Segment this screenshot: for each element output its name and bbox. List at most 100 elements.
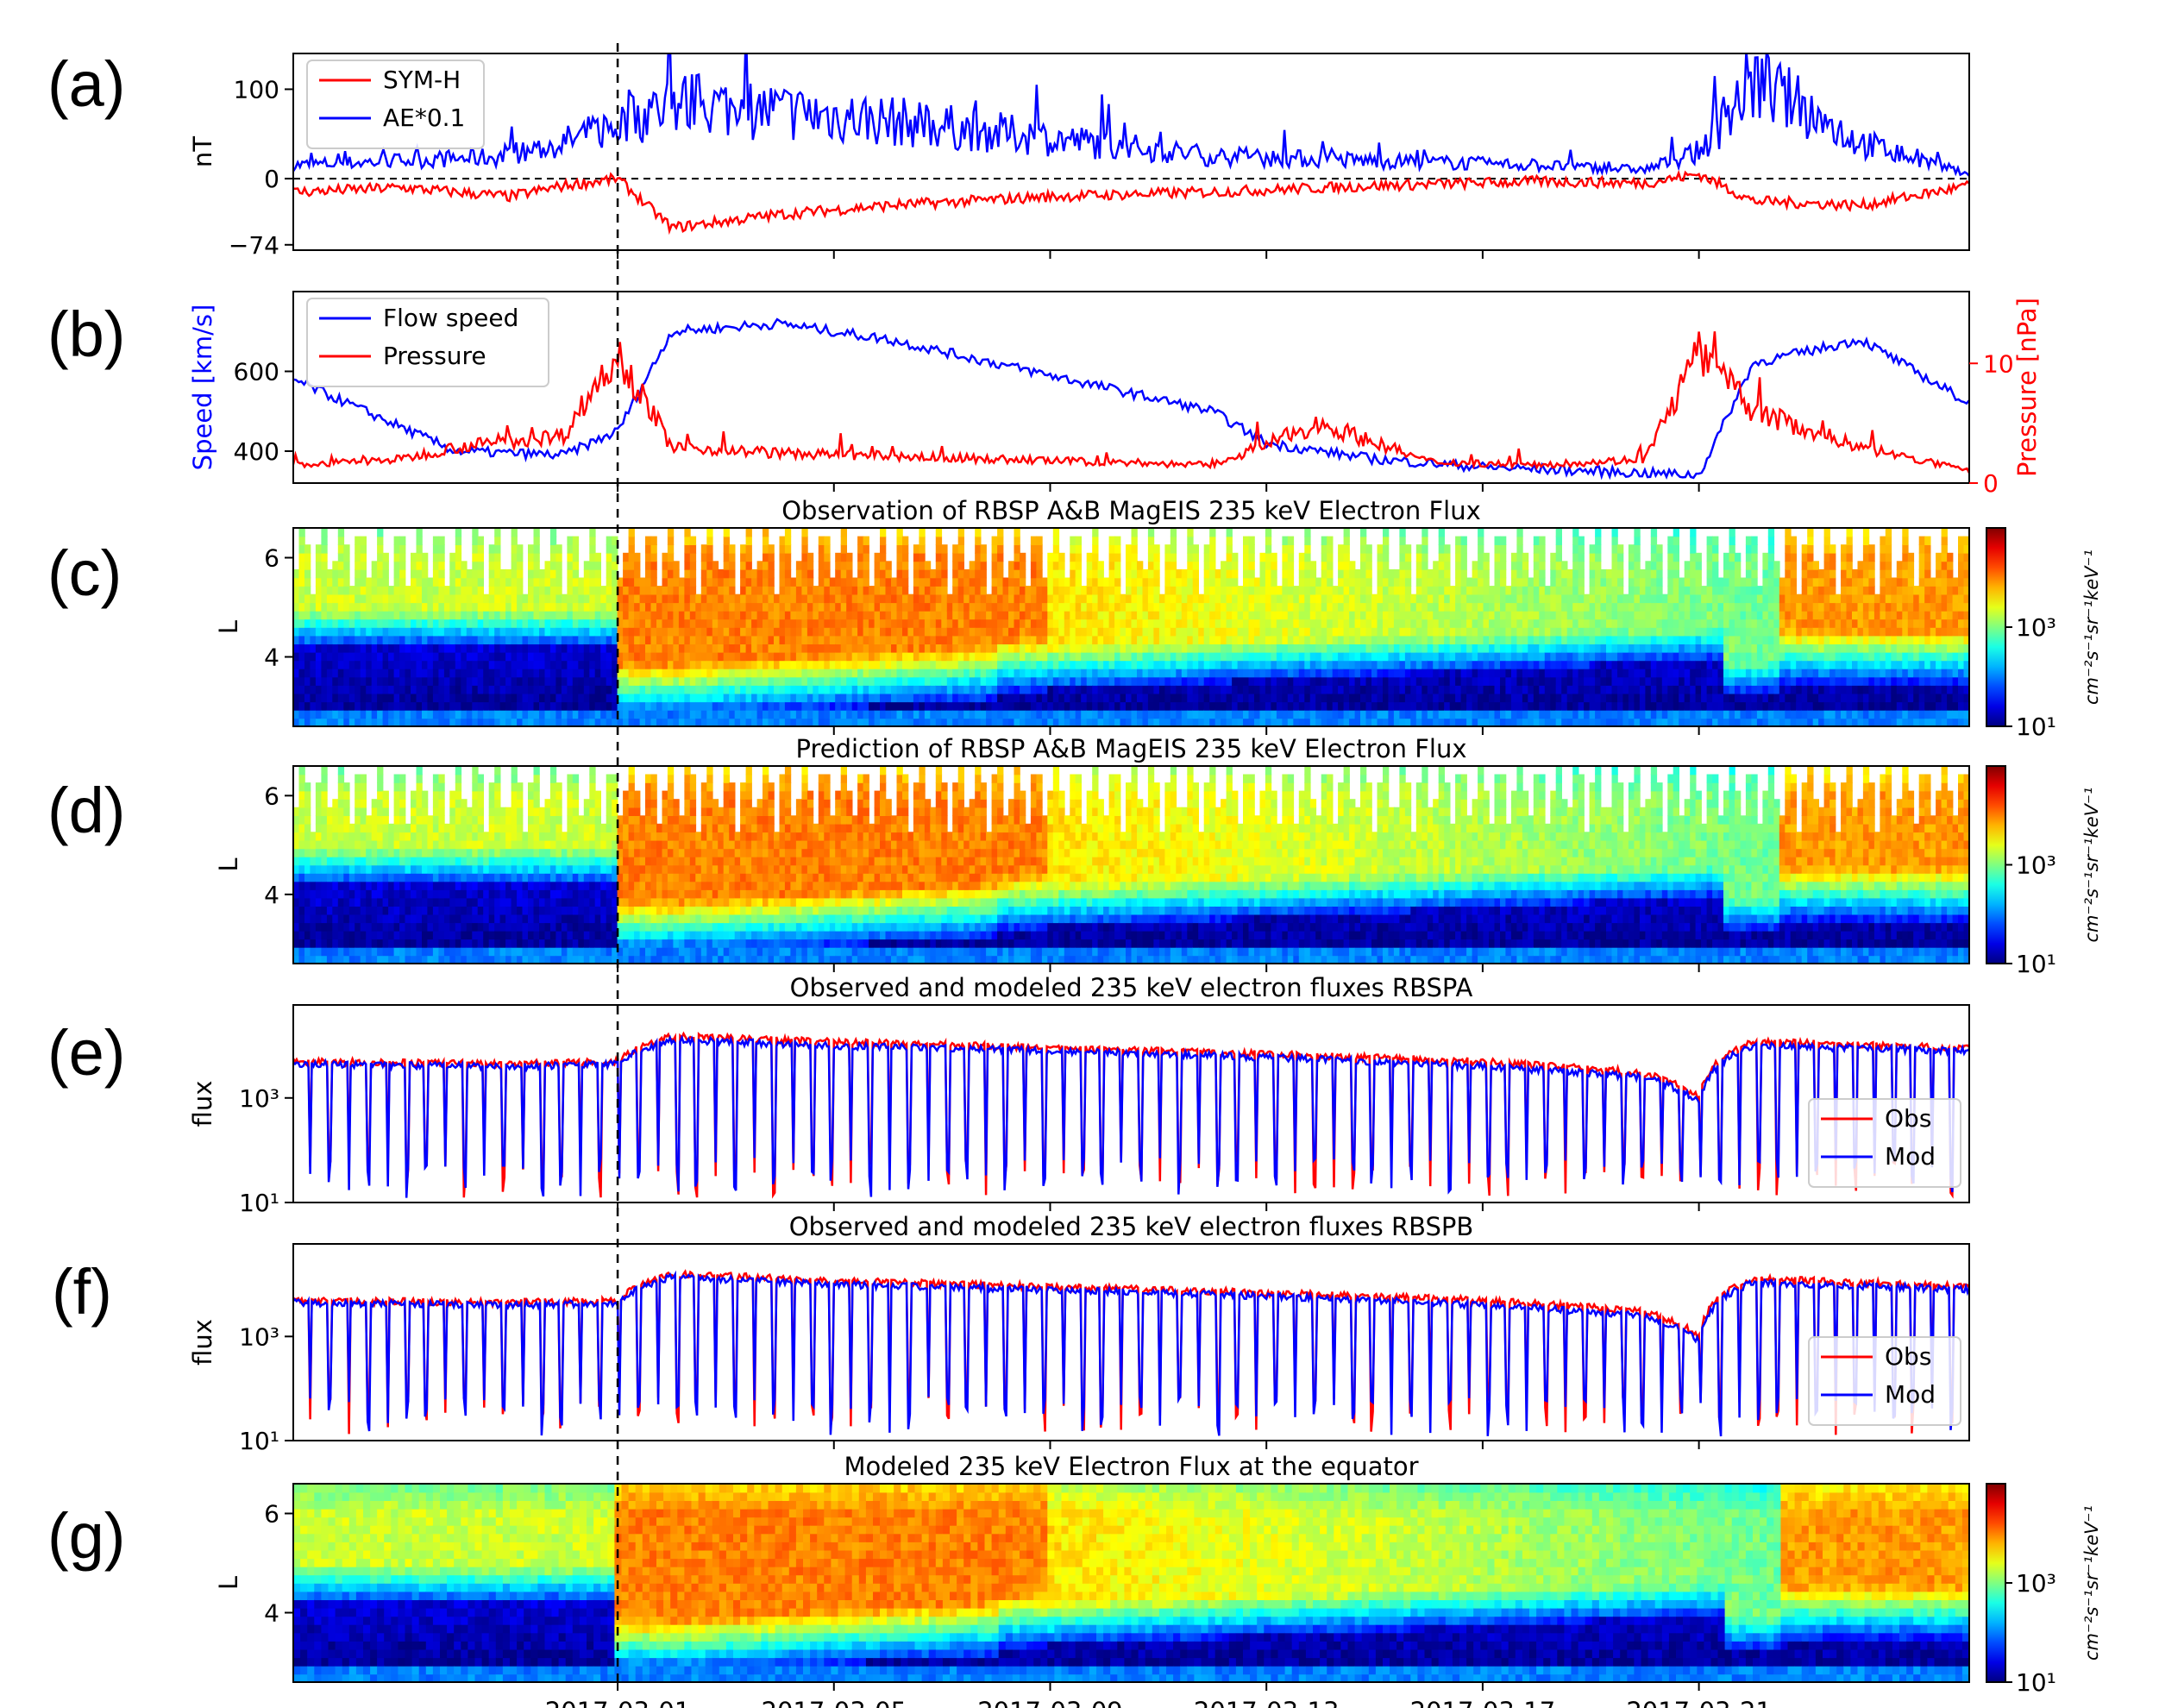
heatmap-cell: [700, 602, 708, 612]
heatmap-cell: [1327, 644, 1334, 653]
heatmap-cell: [1114, 718, 1121, 726]
heatmap-cell: [1460, 644, 1467, 653]
heatmap-cell: [1321, 568, 1327, 579]
heatmap-cell: [1108, 602, 1115, 612]
heatmap-cell: [1338, 668, 1345, 678]
heatmap-cell: [712, 610, 719, 620]
heatmap-cell: [829, 602, 837, 612]
heatmap-cell: [818, 644, 825, 653]
heatmap-cell: [539, 593, 546, 604]
heatmap-cell: [1187, 635, 1194, 644]
heatmap-cell: [461, 568, 468, 579]
heatmap-cell: [740, 660, 747, 669]
heatmap-cell: [416, 561, 423, 570]
heatmap-cell: [1572, 718, 1579, 726]
heatmap-cell: [472, 644, 479, 653]
heatmap-cell: [1321, 593, 1327, 604]
heatmap-cell: [851, 602, 858, 612]
heatmap-cell: [628, 644, 635, 653]
heatmap-cell: [1114, 577, 1121, 587]
heatmap-cell: [1360, 685, 1367, 694]
heatmap-cell: [980, 693, 987, 703]
heatmap-cell: [1214, 709, 1221, 719]
heatmap-cell: [712, 701, 719, 711]
heatmap-cell: [1505, 602, 1512, 612]
heatmap-cell: [1158, 676, 1166, 686]
heatmap-cell: [946, 635, 954, 644]
heatmap-cell: [377, 651, 384, 662]
heatmap-cell: [1489, 685, 1496, 694]
heatmap-cell: [466, 668, 474, 678]
heatmap-cell: [1516, 693, 1523, 703]
heatmap-cell: [795, 627, 803, 637]
heatmap-cell: [1444, 644, 1451, 653]
heatmap-cell: [957, 568, 964, 579]
heatmap-cell: [1589, 693, 1596, 703]
heatmap-cell: [1052, 619, 1060, 628]
heatmap-cell: [472, 635, 479, 644]
heatmap-cell: [634, 644, 641, 653]
heatmap-cell: [549, 544, 557, 554]
heatmap-cell: [1254, 593, 1261, 604]
heatmap-cell: [869, 718, 876, 726]
heatmap-cell: [606, 552, 612, 562]
heatmap-cell: [539, 577, 546, 587]
heatmap-cell: [488, 619, 495, 628]
heatmap-cell: [957, 668, 964, 678]
heatmap-cell: [1203, 701, 1210, 711]
heatmap-cell: [751, 701, 758, 711]
heatmap-cell: [1265, 544, 1272, 554]
heatmap-cell: [774, 676, 781, 686]
heatmap-cell: [689, 619, 697, 628]
heatmap-cell: [1271, 685, 1277, 694]
heatmap-cell: [779, 644, 786, 653]
heatmap-cell: [1600, 676, 1607, 686]
heatmap-cell: [723, 586, 730, 595]
heatmap-cell: [427, 577, 434, 587]
heatmap-cell: [377, 644, 384, 653]
heatmap-cell: [1460, 701, 1467, 711]
heatmap-cell: [366, 668, 373, 678]
heatmap-cell: [416, 610, 423, 620]
heatmap-cell: [1415, 552, 1423, 562]
heatmap-cell: [1533, 593, 1541, 604]
heatmap-cell: [869, 627, 876, 637]
heatmap-cell: [1455, 619, 1462, 628]
heatmap-cell: [1510, 561, 1518, 570]
heatmap-cell: [902, 536, 909, 545]
heatmap-cell: [310, 602, 317, 612]
heatmap-cell: [1114, 644, 1121, 653]
heatmap-cell: [1020, 568, 1026, 579]
heatmap-cell: [1181, 718, 1189, 726]
heatmap-cell: [567, 685, 574, 694]
heatmap-cell: [857, 577, 864, 587]
heatmap-cell: [612, 544, 618, 554]
heatmap-cell: [337, 668, 345, 678]
heatmap-cell: [1259, 685, 1266, 694]
heatmap-cell: [293, 644, 300, 653]
heatmap-cell: [1203, 644, 1210, 653]
heatmap-cell: [544, 709, 551, 719]
heatmap-cell: [656, 660, 663, 669]
heatmap-cell: [745, 668, 752, 678]
heatmap-cell: [1008, 676, 1015, 686]
heatmap-cell: [1142, 676, 1149, 686]
heatmap-cell: [991, 577, 998, 587]
heatmap-cell: [1466, 610, 1473, 620]
heatmap-cell: [673, 701, 680, 711]
heatmap-cell: [1126, 552, 1133, 562]
heatmap-cell: [606, 693, 612, 703]
heatmap-cell: [1276, 676, 1283, 686]
heatmap-cell: [628, 602, 635, 612]
heatmap-cell: [1030, 610, 1038, 620]
heatmap-cell: [488, 676, 495, 686]
heatmap-cell: [315, 644, 323, 653]
heatmap-cell: [1170, 635, 1177, 644]
heatmap-cell: [891, 577, 898, 587]
heatmap-cell: [1533, 635, 1541, 644]
heatmap-cell: [1555, 693, 1562, 703]
heatmap-cell: [393, 568, 400, 579]
series-line-speed: [293, 317, 1969, 480]
heatmap-cell: [846, 685, 853, 694]
heatmap-cell: [438, 685, 445, 694]
